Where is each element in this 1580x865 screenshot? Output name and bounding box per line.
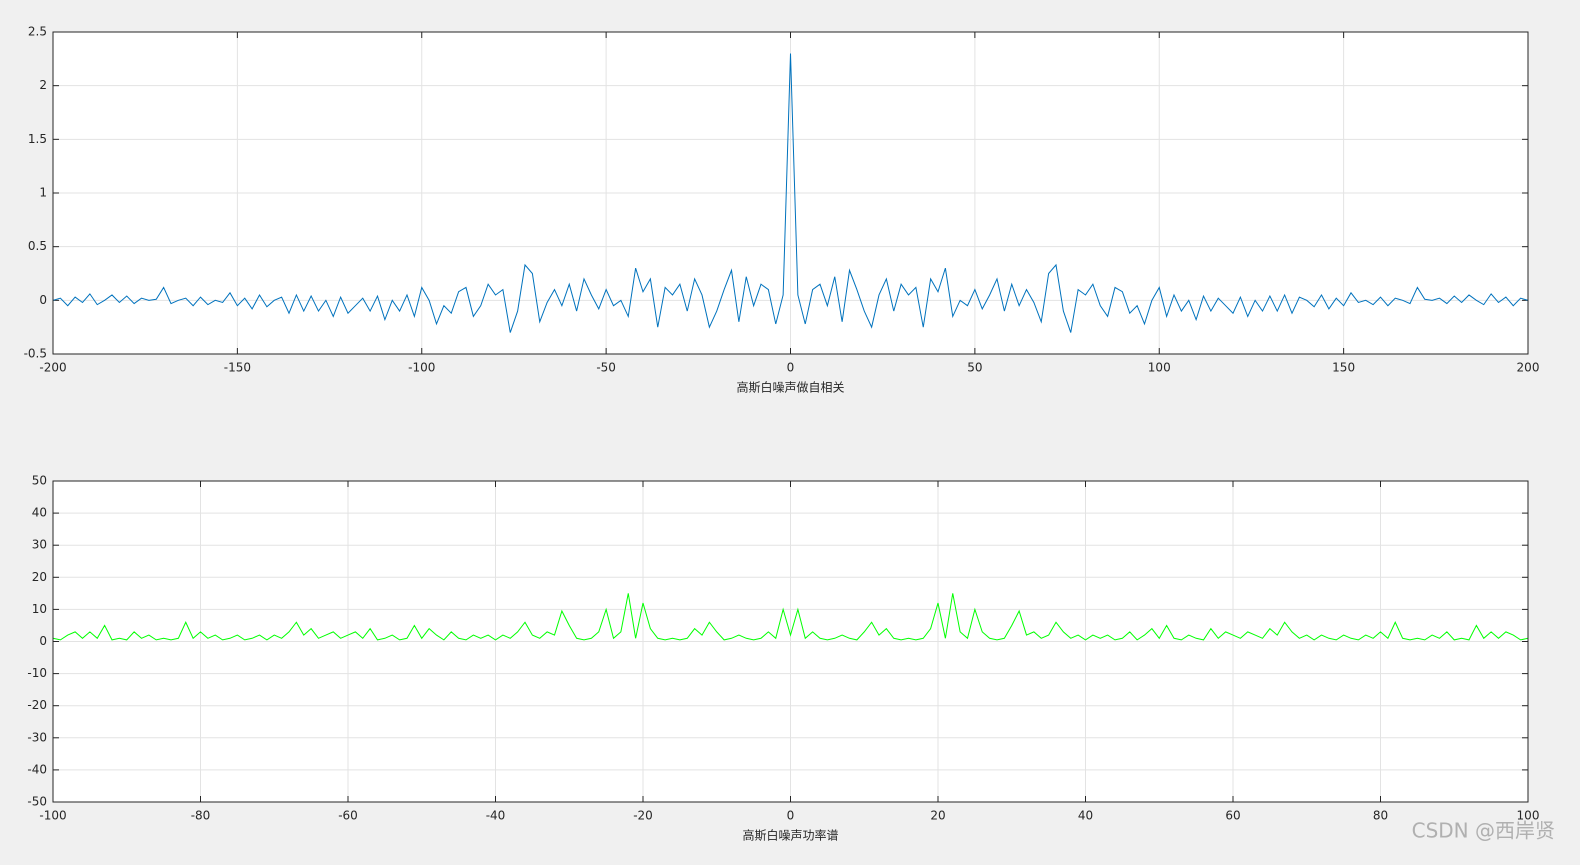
y-tick-label: 0 — [39, 634, 47, 648]
y-tick-label: -40 — [27, 762, 47, 776]
x-tick-label: 60 — [1225, 809, 1240, 823]
y-tick-label: -50 — [27, 795, 47, 809]
y-tick-label: 2.5 — [28, 25, 47, 39]
x-tick-label: 100 — [1517, 809, 1540, 823]
axes-box — [52, 31, 1529, 355]
x-tick-label: -100 — [39, 809, 66, 823]
y-tick-label: 0.5 — [28, 239, 47, 253]
y-tick-label: 20 — [32, 570, 47, 584]
y-tick-label: 10 — [32, 602, 47, 616]
y-tick-label: 1 — [39, 186, 47, 200]
y-tick-label: 40 — [32, 506, 47, 520]
x-tick-label: -80 — [191, 809, 211, 823]
y-tick-label: 2 — [39, 78, 47, 92]
x-tick-label: 20 — [930, 809, 945, 823]
y-tick-label: 0 — [39, 293, 47, 307]
y-tick-label: -20 — [27, 698, 47, 712]
x-tick-label: 0 — [787, 361, 795, 375]
y-tick-label: -10 — [27, 666, 47, 680]
x-tick-label: -200 — [39, 361, 66, 375]
data-line — [52, 53, 1529, 333]
x-tick-label: 100 — [1148, 361, 1171, 375]
x-axis-label: 高斯白噪声做自相关 — [736, 380, 844, 395]
x-tick-label: -20 — [633, 809, 653, 823]
x-tick-label: 150 — [1332, 361, 1355, 375]
x-tick-label: -100 — [408, 361, 435, 375]
x-tick-label: -50 — [596, 361, 616, 375]
x-tick-label: 0 — [787, 809, 795, 823]
data-line — [52, 593, 1529, 641]
y-tick-label: -30 — [27, 730, 47, 744]
y-tick-label: 50 — [32, 474, 47, 488]
y-tick-label: 1.5 — [28, 132, 47, 146]
x-tick-label: 80 — [1373, 809, 1388, 823]
x-tick-label: 40 — [1078, 809, 1093, 823]
axes-box — [52, 480, 1529, 803]
x-tick-label: 50 — [967, 361, 982, 375]
x-tick-label: -40 — [486, 809, 506, 823]
x-axis-label: 高斯白噪声功率谱 — [742, 828, 838, 843]
y-tick-label: -0.5 — [24, 347, 47, 361]
x-tick-label: -60 — [338, 809, 358, 823]
y-tick-label: 30 — [32, 538, 47, 552]
x-tick-label: -150 — [224, 361, 251, 375]
x-tick-label: 200 — [1517, 361, 1540, 375]
watermark: CSDN @西岸贤 — [1412, 819, 1555, 843]
